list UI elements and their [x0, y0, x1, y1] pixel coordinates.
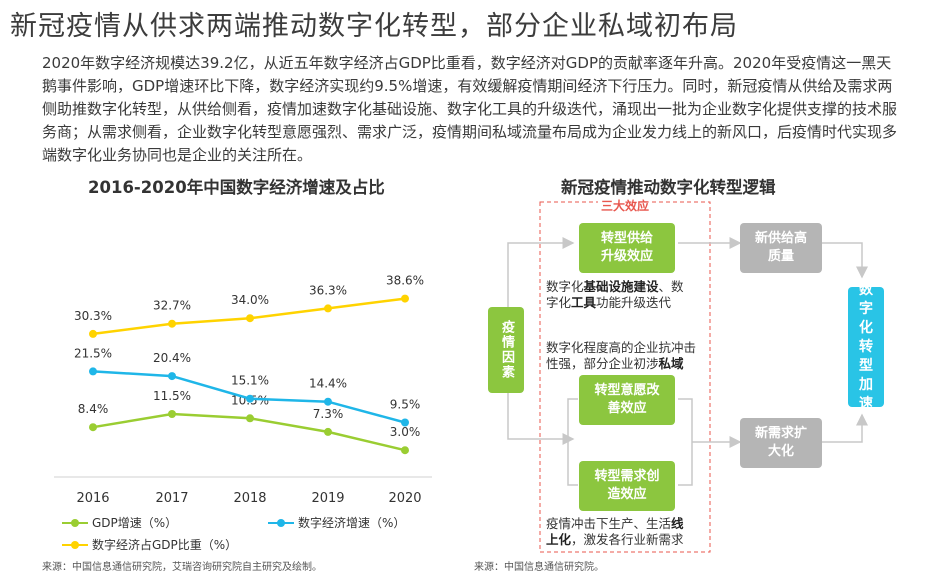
legend-digital-share-marker: [62, 540, 88, 550]
bracket-right: [678, 398, 693, 486]
legend-digital-growth-marker: [268, 518, 294, 528]
legend-digital-growth-label: 数字经济增速（%）: [298, 516, 406, 530]
willing-description: 数字化程度高的企业抗冲击 性强，部分企业初涉私域: [546, 340, 696, 372]
x-tick-label: 2019: [311, 491, 344, 506]
desc2-a: 数字化程度高的企业抗冲击: [546, 340, 697, 355]
desc2-c: 私域: [658, 356, 684, 371]
data-point-digital-growth: [168, 372, 176, 381]
willing-effect-box: 转型意愿改善效应: [579, 375, 675, 425]
arrow-cause-to-willing: [507, 383, 575, 445]
intro-paragraph: 2020年数字经济规模达39.2亿，从近五年数字经济占GDP比重看，数字经济对G…: [42, 54, 898, 164]
data-label-digital-growth: 15.1%: [231, 374, 269, 388]
chart-title: 2016-2020年中国数字经济增速及占比: [88, 178, 385, 197]
data-label-gdp: 7.3%: [313, 407, 344, 421]
data-label-digital-share: 30.3%: [74, 309, 112, 323]
data-label-digital-share: 38.6%: [386, 274, 424, 288]
x-tick-label: 2020: [388, 491, 421, 506]
logic-title: 新冠疫情推动数字化转型逻辑: [561, 178, 776, 197]
data-label-digital-growth: 9.5%: [390, 398, 421, 412]
supply-effect-label: 转型供给升级效应: [600, 231, 653, 264]
page-title: 新冠疫情从供求两端推动数字化转型，部分企业私域初布局: [10, 11, 738, 42]
demand-effect-box: 转型需求创造效应: [579, 461, 675, 511]
desc1-f: 功能升级迭代: [596, 295, 672, 310]
data-label-digital-share: 34.0%: [231, 293, 269, 307]
new-demand-box: 新需求扩大化: [740, 418, 822, 468]
data-point-digital-share: [89, 329, 97, 338]
legend-gdp-label: GDP增速（%）: [92, 516, 178, 530]
legend-digital-share-label: 数字经济占GDP比重（%）: [92, 538, 238, 552]
data-point-digital-growth: [324, 397, 332, 406]
new-supply-box: 新供给高质量: [740, 223, 822, 273]
data-point-digital-growth: [246, 394, 254, 403]
new-demand-label: 新需求扩大化: [755, 426, 808, 459]
data-point-gdp: [89, 423, 97, 432]
legend-digital-share: 数字经济占GDP比重（%）: [62, 536, 237, 553]
legend-gdp-marker: [62, 518, 88, 528]
data-point-digital-share: [246, 314, 254, 323]
cause-box: 疫情因素: [488, 307, 524, 393]
chart-source: 来源：中国信息通信研究院，艾瑞咨询研究院自主研究及绘制。: [42, 562, 322, 573]
data-point-digital-share: [401, 294, 409, 303]
result-box: 数字化转型加速: [848, 282, 884, 412]
arrow-cause-to-supply: [507, 237, 575, 307]
desc1-c: 、数: [658, 279, 684, 294]
data-point-digital-growth: [89, 367, 97, 376]
data-point-digital-share: [168, 319, 176, 328]
desc3-d: ，激发各行业新需求: [571, 532, 684, 547]
willing-effect-label: 转型意愿改善效应: [594, 383, 660, 416]
arrow-supply-to-result: [822, 242, 868, 279]
logic-connectors: [507, 201, 868, 553]
x-tick-label: 2017: [155, 491, 188, 506]
effects-label: 三大效应: [598, 197, 653, 214]
demand-effect-label: 转型需求创造效应: [594, 469, 660, 502]
supply-effect-box: 转型供给升级效应: [579, 223, 675, 273]
data-label-digital-growth: 14.4%: [309, 377, 347, 391]
supply-description: 数字化基础设施建设、数 字化工具功能升级迭代: [546, 279, 684, 311]
data-label-digital-share: 32.7%: [153, 299, 191, 313]
data-label-gdp: 11.5%: [153, 389, 191, 403]
data-point-gdp: [401, 446, 409, 455]
line-chart: 201620172018201920208.4%11.5%10.5%7.3%3.…: [54, 274, 432, 506]
desc3-b: 线: [671, 516, 684, 531]
data-label-digital-growth: 21.5%: [74, 346, 112, 360]
x-tick-label: 2016: [76, 491, 109, 506]
legend-digital-growth: 数字经济增速（%）: [268, 514, 405, 531]
data-point-digital-share: [324, 304, 332, 313]
data-point-gdp: [168, 410, 176, 418]
bracket-willing-demand: [567, 398, 578, 486]
data-label-gdp: 8.4%: [78, 402, 109, 416]
data-label-digital-share: 36.3%: [309, 283, 347, 297]
desc1-d: 字化: [546, 295, 572, 310]
x-tick-label: 2018: [233, 491, 266, 506]
data-point-gdp: [246, 414, 254, 423]
desc1-a: 数字化: [546, 279, 584, 294]
desc3-a: 疫情冲击下生产、生活: [546, 516, 672, 531]
legend-gdp: GDP增速（%）: [62, 514, 177, 531]
desc1-b: 基础设施建设: [583, 279, 659, 294]
data-point-gdp: [324, 427, 332, 436]
logic-source: 来源：中国信息通信研究院。: [474, 562, 604, 573]
demand-description: 疫情冲击下生产、生活线 上化，激发各行业新需求: [546, 516, 684, 548]
desc3-c: 上化: [546, 532, 572, 547]
desc1-e: 工具: [571, 295, 597, 310]
data-point-digital-growth: [401, 418, 409, 427]
desc2-b: 性强，部分企业初涉: [546, 356, 659, 371]
new-supply-label: 新供给高质量: [755, 231, 808, 264]
arrow-demand-to-result: [822, 413, 868, 443]
data-label-digital-growth: 20.4%: [153, 351, 191, 365]
result-label: 数字化转型加速: [859, 281, 873, 412]
data-label-gdp: 3.0%: [390, 425, 421, 439]
